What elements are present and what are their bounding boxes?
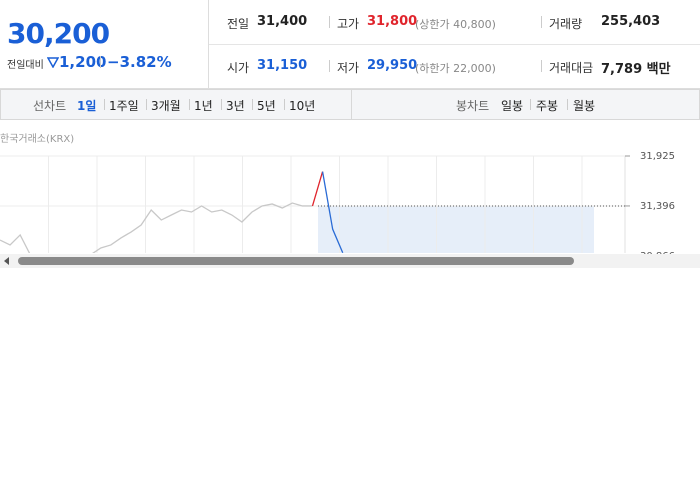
tab[interactable]: 주봉: [536, 99, 559, 113]
tab-bar: 선차트 1일 1주일 3개월 1년 3년 5년 10년 봉차트 일봉 주봉 월봉: [0, 89, 700, 120]
tab-sep: [221, 99, 222, 110]
tab-group-label: 선차트: [33, 99, 67, 113]
tab-sep: [104, 99, 105, 110]
tab[interactable]: 1일: [77, 99, 97, 113]
stat-label: 거래량: [549, 17, 583, 31]
tab-group-label: 봉차트: [456, 99, 490, 113]
stat-value: 7,789 백만: [601, 62, 671, 77]
scrollbar[interactable]: [0, 254, 700, 268]
change-rate: −3.82%: [107, 53, 172, 71]
plot: [0, 155, 626, 253]
tab-sep: [146, 99, 147, 110]
stats: 전일 31,400 고가 31,800 (상한가 40,800) 거래량 255,403 시가…: [209, 0, 700, 89]
price-line: [311, 171, 324, 207]
tab[interactable]: 3개월: [151, 99, 181, 113]
price-line: [0, 202, 313, 253]
change-label: 전일대비: [7, 60, 44, 71]
stat-value: 31,800: [367, 14, 418, 29]
stat-label: 고가: [337, 17, 360, 31]
price-line: [321, 171, 344, 253]
stat-note: (하한가 22,000): [415, 62, 496, 75]
stat-value: 29,950: [367, 58, 418, 73]
y-tick-label: 31,396: [640, 201, 675, 212]
down-icon: [47, 57, 59, 68]
tab[interactable]: 10년: [289, 99, 316, 113]
stat-label: 저가: [337, 61, 360, 75]
future-area: [318, 206, 594, 253]
tab[interactable]: 1주일: [109, 99, 139, 113]
tab[interactable]: 1년: [194, 99, 213, 113]
tab-sep: [189, 99, 190, 110]
tab-sep: [252, 99, 253, 110]
tab-sep: [567, 99, 568, 110]
stat-note: (상한가 40,800): [415, 18, 496, 31]
stat-value: 255,403: [601, 14, 661, 29]
tab[interactable]: 일봉: [501, 99, 524, 113]
stat-value: 31,400: [257, 14, 308, 29]
tab-divider: [351, 90, 352, 119]
scroll-left[interactable]: [3, 257, 11, 265]
tab-sep: [284, 99, 285, 110]
tab[interactable]: 5년: [257, 99, 276, 113]
scroll-thumb[interactable]: [18, 257, 574, 265]
stat-label: 시가: [227, 61, 250, 75]
stat-label: 전일: [227, 17, 250, 31]
tab[interactable]: 월봉: [573, 99, 596, 113]
stat-label: 거래대금: [549, 61, 594, 75]
price: 30,200: [7, 17, 110, 50]
source: 한국거래소(KRX): [0, 134, 75, 145]
row-divider: [209, 44, 700, 45]
divider: [100, 56, 101, 68]
price-box: 30,200 전일대비 1,200 −3.82%: [0, 0, 209, 89]
y-tick-label: 31,925: [640, 151, 675, 162]
stat-value: 31,150: [257, 58, 308, 73]
col-divider: [329, 60, 330, 72]
col-divider: [541, 16, 542, 28]
tab-sep: [530, 99, 531, 110]
col-divider: [541, 60, 542, 72]
change: 1,200: [59, 53, 107, 71]
col-divider: [329, 16, 330, 28]
tab[interactable]: 3년: [226, 99, 245, 113]
